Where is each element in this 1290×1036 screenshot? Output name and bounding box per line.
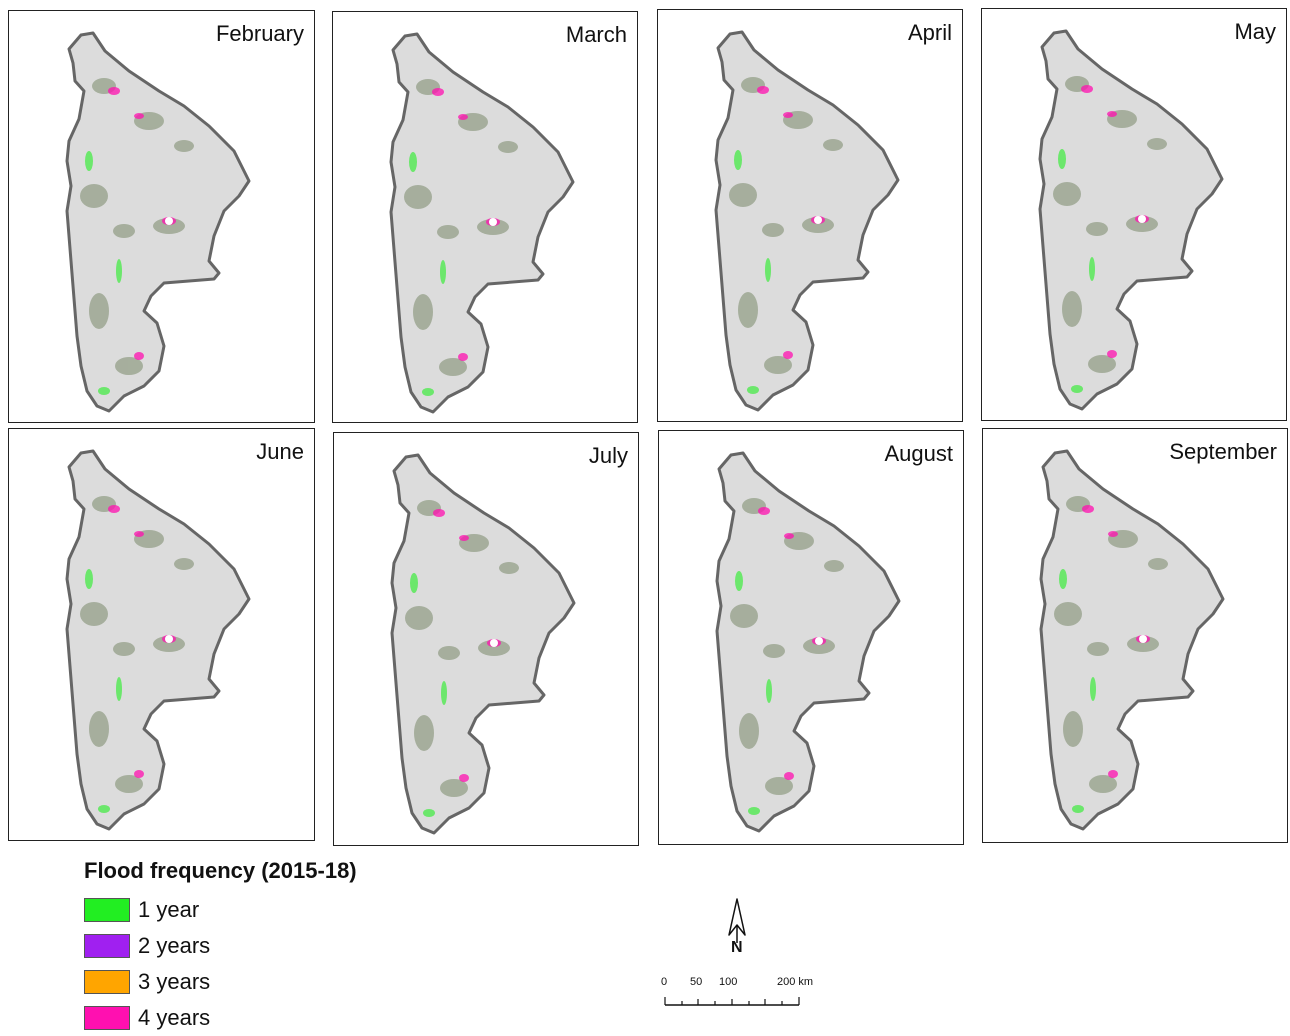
- legend: Flood frequency (2015-18) 1 year 2 years…: [84, 858, 357, 1036]
- scale-tick-label: 0: [661, 976, 668, 988]
- region-map: [1039, 449, 1225, 831]
- region-map: [65, 31, 251, 413]
- panel-title: April: [907, 20, 952, 45]
- scale-bar: [664, 997, 800, 1006]
- scale-tick-label: 100: [719, 976, 738, 988]
- legend-label: 1 year: [138, 897, 200, 922]
- legend-swatch: [84, 970, 130, 994]
- map-panel-june: June: [8, 428, 315, 841]
- legend-label: 4 years: [138, 1005, 211, 1030]
- panel-title: March: [565, 22, 627, 47]
- scale-tick-label: 50: [690, 976, 703, 988]
- region-map: [714, 30, 900, 412]
- panel-title: May: [1234, 19, 1276, 44]
- panel-title: June: [256, 439, 304, 464]
- map-panel-may: May: [981, 8, 1287, 421]
- map-panel-august: August: [658, 430, 964, 845]
- map-panel-july: July: [333, 432, 639, 846]
- region-map: [65, 449, 251, 831]
- scale-tick-label: 200 km: [777, 976, 814, 988]
- panel-title: August: [884, 441, 954, 466]
- map-panel-march: March: [332, 11, 638, 423]
- legend-item: 4 years: [84, 1000, 357, 1036]
- map-panel-april: April: [657, 9, 963, 422]
- legend-label: 2 years: [138, 933, 211, 958]
- legend-swatch: [84, 934, 130, 958]
- panel-title: February: [215, 21, 304, 46]
- north-arrow-icon: [728, 898, 746, 943]
- region-map: [715, 451, 901, 833]
- panel-title: September: [1169, 439, 1277, 464]
- region-map: [390, 453, 576, 835]
- map-panel-february: February: [8, 10, 315, 423]
- panel-title: July: [588, 443, 628, 468]
- north-label: N: [731, 939, 743, 956]
- legend-item: 2 years: [84, 928, 357, 964]
- region-map: [389, 32, 575, 414]
- legend-item: 3 years: [84, 964, 357, 1000]
- map-panel-september: September: [982, 428, 1288, 843]
- legend-swatch: [84, 898, 130, 922]
- legend-label: 3 years: [138, 969, 211, 994]
- legend-item: 1 year: [84, 892, 357, 928]
- legend-swatch: [84, 1006, 130, 1030]
- map-furniture: N 0 50 100 200 km: [655, 895, 835, 1015]
- legend-title: Flood frequency (2015-18): [84, 858, 357, 883]
- region-map: [1038, 29, 1224, 411]
